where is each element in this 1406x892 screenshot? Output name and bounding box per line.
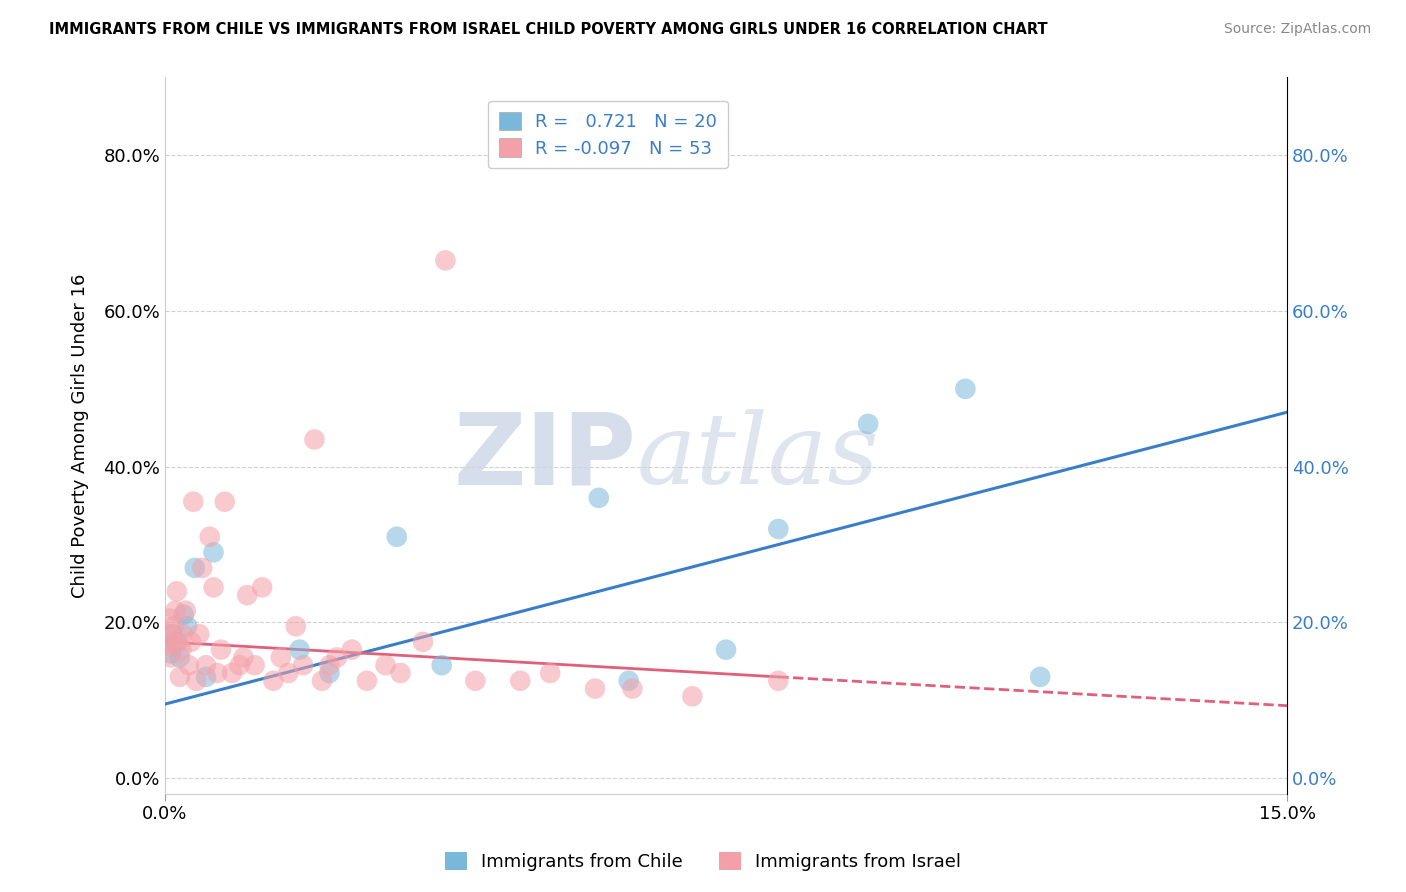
Point <box>270 650 292 665</box>
Point <box>340 642 363 657</box>
Point <box>292 658 315 673</box>
Point <box>165 604 187 618</box>
Point <box>169 670 191 684</box>
Point <box>856 417 879 431</box>
Point <box>385 530 408 544</box>
Point <box>202 545 225 559</box>
Point <box>221 665 243 680</box>
Point <box>374 658 396 673</box>
Point <box>167 635 190 649</box>
Point <box>1029 670 1052 684</box>
Y-axis label: Child Poverty Among Girls Under 16: Child Poverty Among Girls Under 16 <box>72 273 89 598</box>
Point <box>160 650 183 665</box>
Point <box>160 647 183 661</box>
Point <box>184 561 207 575</box>
Text: ZIP: ZIP <box>453 409 636 506</box>
Point <box>236 588 259 602</box>
Point <box>434 253 457 268</box>
Point <box>162 635 184 649</box>
Point <box>243 658 266 673</box>
Point <box>389 665 412 680</box>
Point <box>169 650 191 665</box>
Point <box>311 673 333 688</box>
Point <box>163 619 186 633</box>
Point <box>277 665 299 680</box>
Point <box>228 658 250 673</box>
Point <box>509 673 531 688</box>
Point <box>172 627 194 641</box>
Point <box>156 627 179 641</box>
Point <box>412 635 434 649</box>
Point <box>288 642 311 657</box>
Point <box>621 681 644 696</box>
Point <box>195 658 218 673</box>
Point <box>250 580 273 594</box>
Point <box>174 604 197 618</box>
Point <box>318 665 340 680</box>
Legend: R =   0.721   N = 20, R = -0.097   N = 53: R = 0.721 N = 20, R = -0.097 N = 53 <box>488 101 728 169</box>
Point <box>304 433 326 447</box>
Point <box>207 665 229 680</box>
Point <box>195 670 218 684</box>
Point <box>214 494 236 508</box>
Point <box>538 665 561 680</box>
Point <box>165 635 187 649</box>
Point <box>262 673 284 688</box>
Point <box>166 584 188 599</box>
Point <box>180 635 202 649</box>
Point <box>583 681 606 696</box>
Point <box>284 619 307 633</box>
Point <box>176 619 198 633</box>
Point <box>681 690 703 704</box>
Point <box>188 627 211 641</box>
Legend: Immigrants from Chile, Immigrants from Israel: Immigrants from Chile, Immigrants from I… <box>437 845 969 879</box>
Point <box>768 522 790 536</box>
Text: atlas: atlas <box>636 409 879 505</box>
Point <box>714 642 737 657</box>
Point <box>173 607 195 622</box>
Point <box>955 382 977 396</box>
Text: Source: ZipAtlas.com: Source: ZipAtlas.com <box>1223 22 1371 37</box>
Point <box>464 673 486 688</box>
Point <box>356 673 378 688</box>
Point <box>198 530 221 544</box>
Point <box>181 494 204 508</box>
Point <box>430 658 453 673</box>
Point <box>768 673 790 688</box>
Point <box>162 627 184 641</box>
Point <box>209 642 232 657</box>
Point <box>318 658 340 673</box>
Point <box>326 650 349 665</box>
Point <box>170 642 193 657</box>
Point <box>177 658 200 673</box>
Text: IMMIGRANTS FROM CHILE VS IMMIGRANTS FROM ISRAEL CHILD POVERTY AMONG GIRLS UNDER : IMMIGRANTS FROM CHILE VS IMMIGRANTS FROM… <box>49 22 1047 37</box>
Point <box>588 491 610 505</box>
Point <box>617 673 640 688</box>
Point <box>202 580 225 594</box>
Point <box>155 639 177 653</box>
Point <box>186 673 208 688</box>
Point <box>157 611 180 625</box>
Point <box>232 650 254 665</box>
Point <box>191 561 214 575</box>
